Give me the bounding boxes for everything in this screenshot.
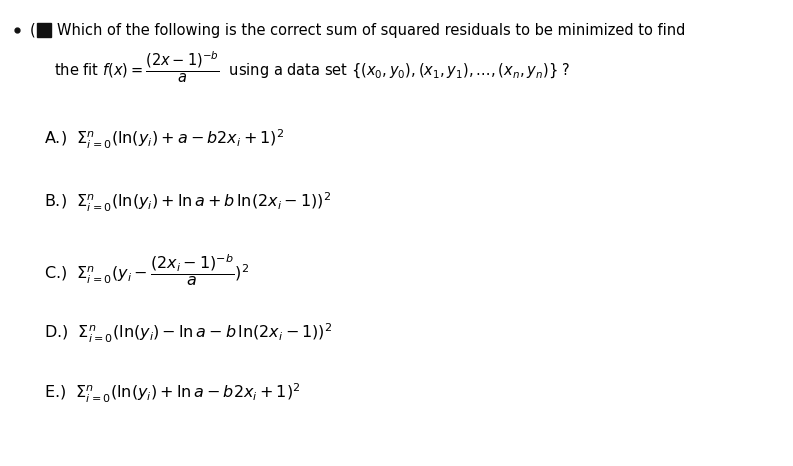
Text: B.)  $\Sigma_{i=0}^{n}(\mathrm{ln}(y_i) + \mathrm{ln}\, a + b\, \mathrm{ln}(2x_i: B.) $\Sigma_{i=0}^{n}(\mathrm{ln}(y_i) +… (44, 191, 331, 214)
Text: C.)  $\Sigma_{i=0}^{n}(y_i - \dfrac{(2x_i-1)^{-b}}{a})^2$: C.) $\Sigma_{i=0}^{n}(y_i - \dfrac{(2x_i… (44, 253, 249, 288)
Text: D.)  $\Sigma_{i=0}^{n}(\mathrm{ln}(y_i) - \mathrm{ln}\, a - b\, \mathrm{ln}(2x_i: D.) $\Sigma_{i=0}^{n}(\mathrm{ln}(y_i) -… (44, 322, 332, 345)
Text: A.)  $\Sigma_{i=0}^{n}(\mathrm{ln}(y_i) + a - b2x_i + 1)^2$: A.) $\Sigma_{i=0}^{n}(\mathrm{ln}(y_i) +… (44, 128, 284, 151)
Text: (: ( (30, 23, 36, 38)
Text: the fit $f(x) = \dfrac{(2x-1)^{-b}}{a}$  using a data set $\{(x_0, y_0), (x_1, y: the fit $f(x) = \dfrac{(2x-1)^{-b}}{a}$ … (54, 50, 570, 85)
Text: Which of the following is the correct sum of squared residuals to be minimized t: Which of the following is the correct su… (57, 23, 685, 38)
Text: E.)  $\Sigma_{i=0}^{n}(\mathrm{ln}(y_i) + \mathrm{ln}\, a - b2x_i + 1)^2$: E.) $\Sigma_{i=0}^{n}(\mathrm{ln}(y_i) +… (44, 382, 300, 405)
